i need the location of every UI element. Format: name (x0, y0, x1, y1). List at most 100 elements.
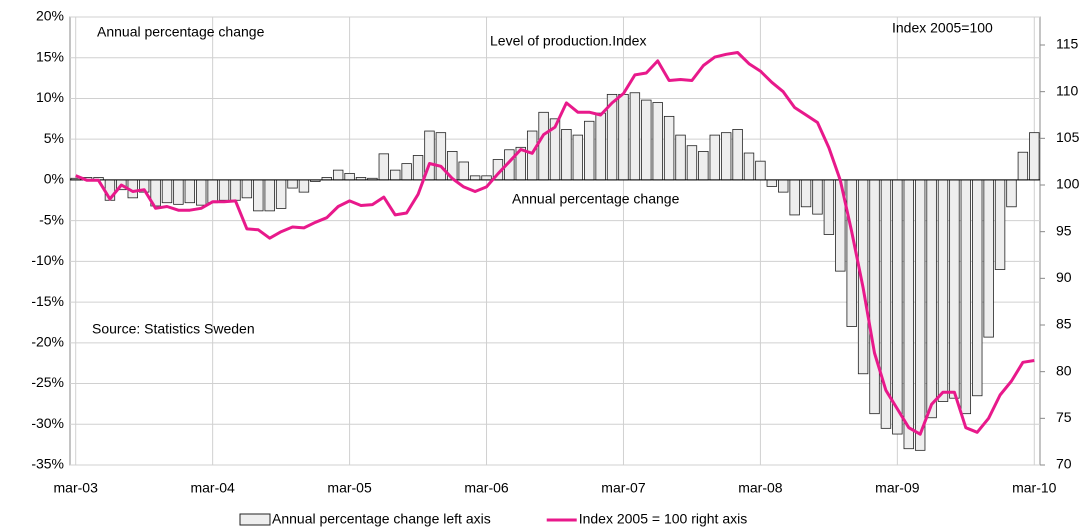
bar (253, 179, 264, 212)
y-tick-label: -10% (31, 252, 64, 268)
bar (652, 102, 663, 181)
y2-tick-label: 90 (1056, 269, 1072, 285)
y-tick-label: 0% (44, 171, 64, 187)
bar (949, 179, 960, 399)
x-tick-label: mar-05 (327, 480, 372, 496)
bar (675, 134, 686, 181)
bar (972, 179, 983, 397)
bar (1029, 132, 1040, 181)
bar (812, 179, 823, 215)
bar (435, 132, 447, 181)
bar (196, 179, 207, 206)
bar (584, 120, 595, 181)
bar (720, 132, 732, 181)
bar (344, 172, 355, 181)
y-tick-label: -5% (39, 211, 64, 227)
bar (618, 93, 629, 181)
bar (698, 150, 709, 181)
y-tick-label: -35% (31, 456, 64, 472)
bar (526, 130, 538, 181)
y2-tick-label: 110 (1056, 82, 1079, 98)
y2-tick-label: 95 (1056, 222, 1072, 238)
y2-tick-label: 115 (1056, 36, 1079, 52)
annotation: Level of production.Index (490, 33, 646, 49)
legend-label: Annual percentage change left axis (272, 511, 491, 527)
bar (663, 115, 675, 181)
y-tick-label: 10% (36, 89, 64, 105)
y-tick-label: 15% (36, 48, 64, 64)
bar (823, 179, 835, 235)
bar (903, 179, 914, 450)
y2-tick-label: 85 (1056, 316, 1072, 332)
bar (755, 160, 766, 181)
x-tick-label: mar-06 (464, 480, 509, 496)
x-tick-label: mar-10 (1012, 480, 1057, 496)
x-tick-label: mar-08 (738, 480, 783, 496)
x-tick-label: mar-03 (54, 480, 99, 496)
bar (926, 179, 937, 419)
bar (983, 179, 994, 338)
bar (629, 92, 641, 181)
bar (766, 179, 778, 187)
bar (332, 169, 344, 181)
bar (173, 179, 184, 205)
legend-swatch (239, 513, 271, 526)
bar (914, 179, 926, 451)
bar (800, 179, 812, 208)
bar (572, 134, 584, 181)
bar (287, 179, 298, 189)
bar (1017, 151, 1029, 181)
bar (869, 179, 880, 415)
annotation: Index 2005=100 (892, 20, 993, 36)
bar (561, 129, 572, 181)
bar (789, 179, 800, 216)
y-tick-label: -15% (31, 293, 64, 309)
annotation: Annual percentage change (512, 191, 680, 207)
bar (230, 179, 241, 201)
bar (1006, 179, 1017, 208)
bar (892, 179, 903, 435)
y2-tick-label: 105 (1056, 129, 1080, 145)
bar (960, 179, 972, 415)
y-tick-label: 20% (36, 8, 64, 24)
bar (264, 179, 275, 212)
y2-tick-label: 80 (1056, 362, 1072, 378)
bar (686, 145, 698, 181)
x-tick-label: mar-07 (601, 480, 646, 496)
bar (161, 179, 173, 204)
bar (218, 179, 230, 201)
bar (390, 169, 401, 181)
bar (241, 179, 253, 199)
y-tick-label: -30% (31, 415, 64, 431)
bar (401, 163, 412, 181)
bar (778, 179, 789, 193)
bar (994, 179, 1006, 270)
legend-label: Index 2005 = 100 right axis (579, 511, 748, 527)
x-tick-label: mar-04 (190, 480, 235, 496)
y2-tick-label: 100 (1056, 176, 1080, 192)
bar (595, 112, 606, 181)
y-tick-label: 5% (44, 130, 64, 146)
annotation: Annual percentage change (97, 24, 265, 40)
bar (378, 153, 390, 181)
x-tick-label: mar-09 (875, 480, 920, 496)
bar (709, 134, 720, 181)
bar (184, 179, 196, 204)
bar (458, 161, 469, 181)
annotation: Source: Statistics Sweden (92, 321, 255, 337)
bar (298, 179, 310, 193)
y2-tick-label: 70 (1056, 456, 1072, 472)
bar (481, 175, 492, 181)
line (75, 51, 1035, 436)
bar (412, 155, 424, 181)
bar (469, 175, 481, 181)
bar (538, 111, 549, 181)
bar (275, 179, 287, 209)
y2-tick-label: 75 (1056, 409, 1072, 425)
bar (732, 129, 743, 181)
y-tick-label: -25% (31, 374, 64, 390)
bar (743, 152, 755, 181)
bar (641, 99, 652, 181)
y-tick-label: -20% (31, 334, 64, 350)
